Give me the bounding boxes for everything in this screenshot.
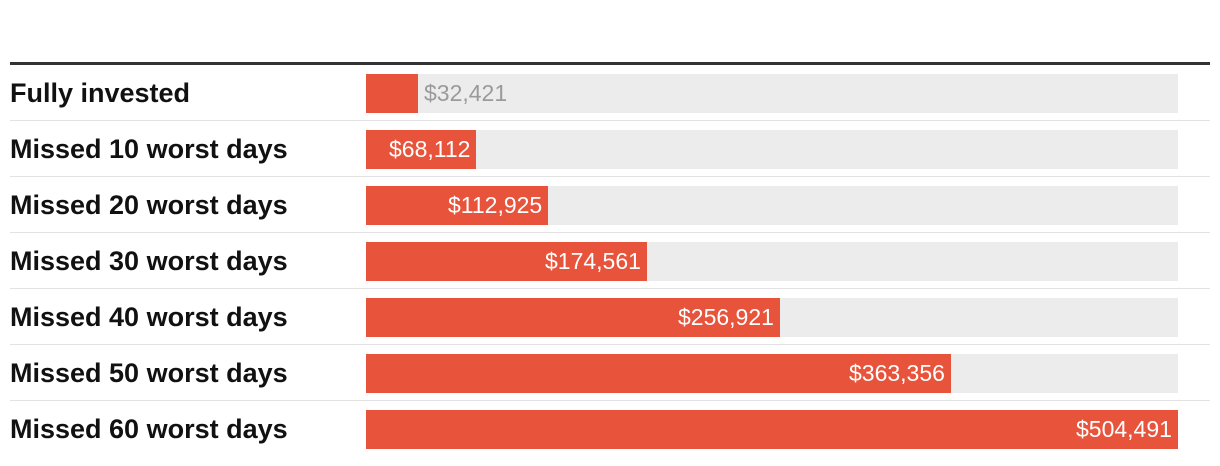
value-label: $256,921	[678, 304, 774, 330]
bar-chart: Fully invested $32,421 Missed 10 worst day…	[10, 62, 1210, 457]
bar-track: $112,925	[366, 186, 1178, 225]
chart-row: Missed 10 worst days $68,112	[10, 121, 1210, 177]
value-label: $504,491	[1076, 416, 1172, 442]
chart-row: Missed 60 worst days $504,491	[10, 401, 1210, 457]
category-label: Missed 50 worst days	[10, 358, 288, 388]
bar	[366, 242, 647, 281]
category-label: Fully invested	[10, 78, 191, 108]
chart-row: Fully invested $32,421	[10, 65, 1210, 121]
chart-rows: Fully invested $32,421 Missed 10 worst day…	[10, 65, 1210, 457]
value-label: $112,925	[448, 192, 543, 218]
bar-track: $32,421	[366, 74, 1178, 113]
category-label: Missed 60 worst days	[10, 414, 288, 444]
chart-row: Missed 40 worst days $256,921	[10, 289, 1210, 345]
value-label: $174,561	[545, 248, 641, 274]
chart-row: Missed 30 worst days $174,561	[10, 233, 1210, 289]
bar-track: $363,356	[366, 354, 1178, 393]
bar	[366, 410, 1178, 449]
chart-row: Missed 20 worst days $112,925	[10, 177, 1210, 233]
bar-track: $68,112	[366, 130, 1178, 169]
bar	[366, 130, 476, 169]
bar	[366, 74, 418, 113]
category-label: Missed 30 worst days	[10, 246, 288, 276]
value-label: $363,356	[849, 360, 945, 386]
bar	[366, 298, 780, 337]
value-label: $68,112	[389, 136, 471, 162]
category-label: Missed 40 worst days	[10, 302, 288, 332]
bar	[366, 186, 548, 225]
bar-track: $504,491	[366, 410, 1178, 449]
category-label: Missed 20 worst days	[10, 190, 288, 220]
value-label: $32,421	[424, 80, 508, 106]
bar-track: $174,561	[366, 242, 1178, 281]
category-label: Missed 10 worst days	[10, 134, 288, 164]
chart-row: Missed 50 worst days $363,356	[10, 345, 1210, 401]
bar	[366, 354, 951, 393]
bar-track: $256,921	[366, 298, 1178, 337]
top-rule	[10, 62, 1210, 65]
